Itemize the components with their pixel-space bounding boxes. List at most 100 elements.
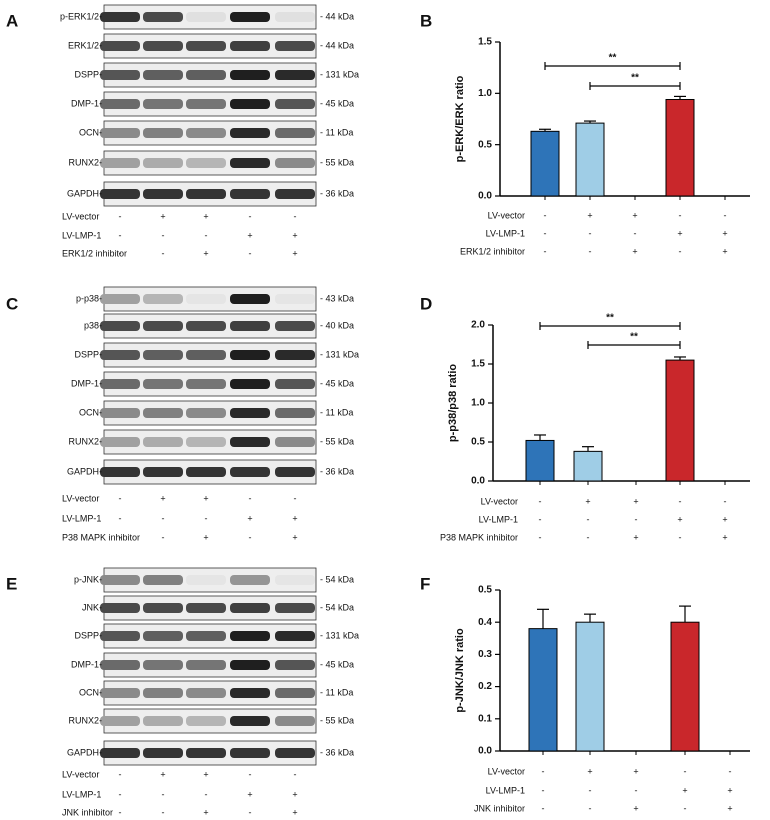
blot-band [100, 70, 140, 80]
bar [525, 439, 555, 482]
condition-name: LV-vector [488, 210, 525, 220]
blot-label: DMP-1- [71, 378, 102, 388]
blot-kda: - 43 kDa [320, 293, 354, 303]
condition-sign: - [205, 789, 208, 799]
blot-band [186, 408, 226, 418]
y-tick-label: 1.0 [471, 398, 485, 409]
blot-label: DMP-1- [71, 98, 102, 108]
blot-band [230, 70, 270, 80]
condition-name: ERK1/2 inhibitor [460, 246, 525, 256]
blot-band [186, 437, 226, 447]
blot-band [186, 716, 226, 726]
condition-sign: + [722, 532, 727, 542]
blot-band [143, 631, 183, 641]
blot-band [143, 350, 183, 360]
condition-sign: + [722, 228, 727, 238]
condition-sign: - [119, 532, 122, 542]
condition-name: LV-vector [62, 493, 99, 503]
blot-band [230, 158, 270, 168]
blot-kda: - 131 kDa [320, 630, 359, 640]
condition-sign: + [633, 766, 638, 776]
panel-letter: B [420, 11, 432, 30]
condition-sign: - [119, 493, 122, 503]
condition-sign: - [205, 230, 208, 240]
bar [528, 628, 558, 752]
condition-sign: - [679, 496, 682, 506]
blot-label: p-JNK- [74, 574, 102, 584]
condition-sign: - [679, 246, 682, 256]
blot-band [100, 379, 140, 389]
condition-sign: + [247, 789, 252, 799]
blot-band [186, 350, 226, 360]
blot-kda: - 45 kDa [320, 98, 354, 108]
condition-name: LV-vector [488, 766, 525, 776]
blot-band [230, 631, 270, 641]
condition-sign: + [677, 228, 682, 238]
condition-sign: - [119, 513, 122, 523]
condition-sign: - [249, 248, 252, 258]
y-tick-label: 0.4 [478, 617, 492, 628]
blot-band [143, 12, 183, 22]
blot-band [275, 379, 315, 389]
condition-sign: - [162, 230, 165, 240]
condition-sign: - [162, 532, 165, 542]
y-tick-label: 0.5 [471, 437, 485, 448]
blot-band [230, 408, 270, 418]
condition-sign: + [682, 785, 687, 795]
condition-name: JNK inhibitor [62, 807, 113, 817]
condition-sign: - [542, 766, 545, 776]
blot-band [275, 41, 315, 51]
blot-band [275, 631, 315, 641]
blot-band [186, 12, 226, 22]
blot-band [230, 688, 270, 698]
y-tick-label: 0.0 [478, 746, 492, 757]
blot-label: GAPDH- [67, 466, 102, 476]
condition-sign: + [247, 513, 252, 523]
condition-name: JNK inhibitor [474, 803, 525, 813]
condition-sign: + [160, 493, 165, 503]
blot-band [143, 408, 183, 418]
blot-band [275, 158, 315, 168]
blot-band [100, 12, 140, 22]
blot-band [230, 575, 270, 585]
condition-name: ERK1/2 inhibitor [62, 248, 127, 258]
condition-sign: + [160, 211, 165, 221]
blot-band [143, 660, 183, 670]
y-axis-label: p-ERK/ERK ratio [454, 75, 466, 162]
blot-band [275, 716, 315, 726]
blot-kda: - 54 kDa [320, 574, 354, 584]
blot-band [100, 99, 140, 109]
blot-band [100, 467, 140, 477]
blot-band [230, 379, 270, 389]
blot-kda: - 36 kDa [320, 188, 354, 198]
condition-sign: + [292, 230, 297, 240]
condition-sign: - [294, 493, 297, 503]
panel-letter: F [420, 574, 430, 593]
blot-kda: - 54 kDa [320, 602, 354, 612]
condition-sign: - [119, 807, 122, 817]
blot-label: RUNX2- [68, 157, 102, 167]
blot-band [143, 379, 183, 389]
y-tick-label: 0.5 [478, 585, 492, 596]
condition-sign: + [292, 248, 297, 258]
bar [575, 621, 605, 752]
condition-sign: + [632, 210, 637, 220]
blot-band [230, 350, 270, 360]
condition-sign: + [292, 532, 297, 542]
condition-sign: - [729, 766, 732, 776]
blot-band [275, 748, 315, 758]
blot-band [275, 437, 315, 447]
blot-band [143, 437, 183, 447]
condition-sign: - [544, 210, 547, 220]
blot-label: RUNX2- [68, 715, 102, 725]
blot-label: DSPP- [74, 349, 102, 359]
condition-name: LV-LMP-1 [62, 513, 101, 523]
condition-sign: + [160, 769, 165, 779]
blot-kda: - 55 kDa [320, 715, 354, 725]
blot-label: DSPP- [74, 69, 102, 79]
condition-sign: - [724, 496, 727, 506]
condition-sign: + [203, 532, 208, 542]
condition-sign: + [633, 496, 638, 506]
condition-sign: + [292, 789, 297, 799]
blot-band [143, 603, 183, 613]
